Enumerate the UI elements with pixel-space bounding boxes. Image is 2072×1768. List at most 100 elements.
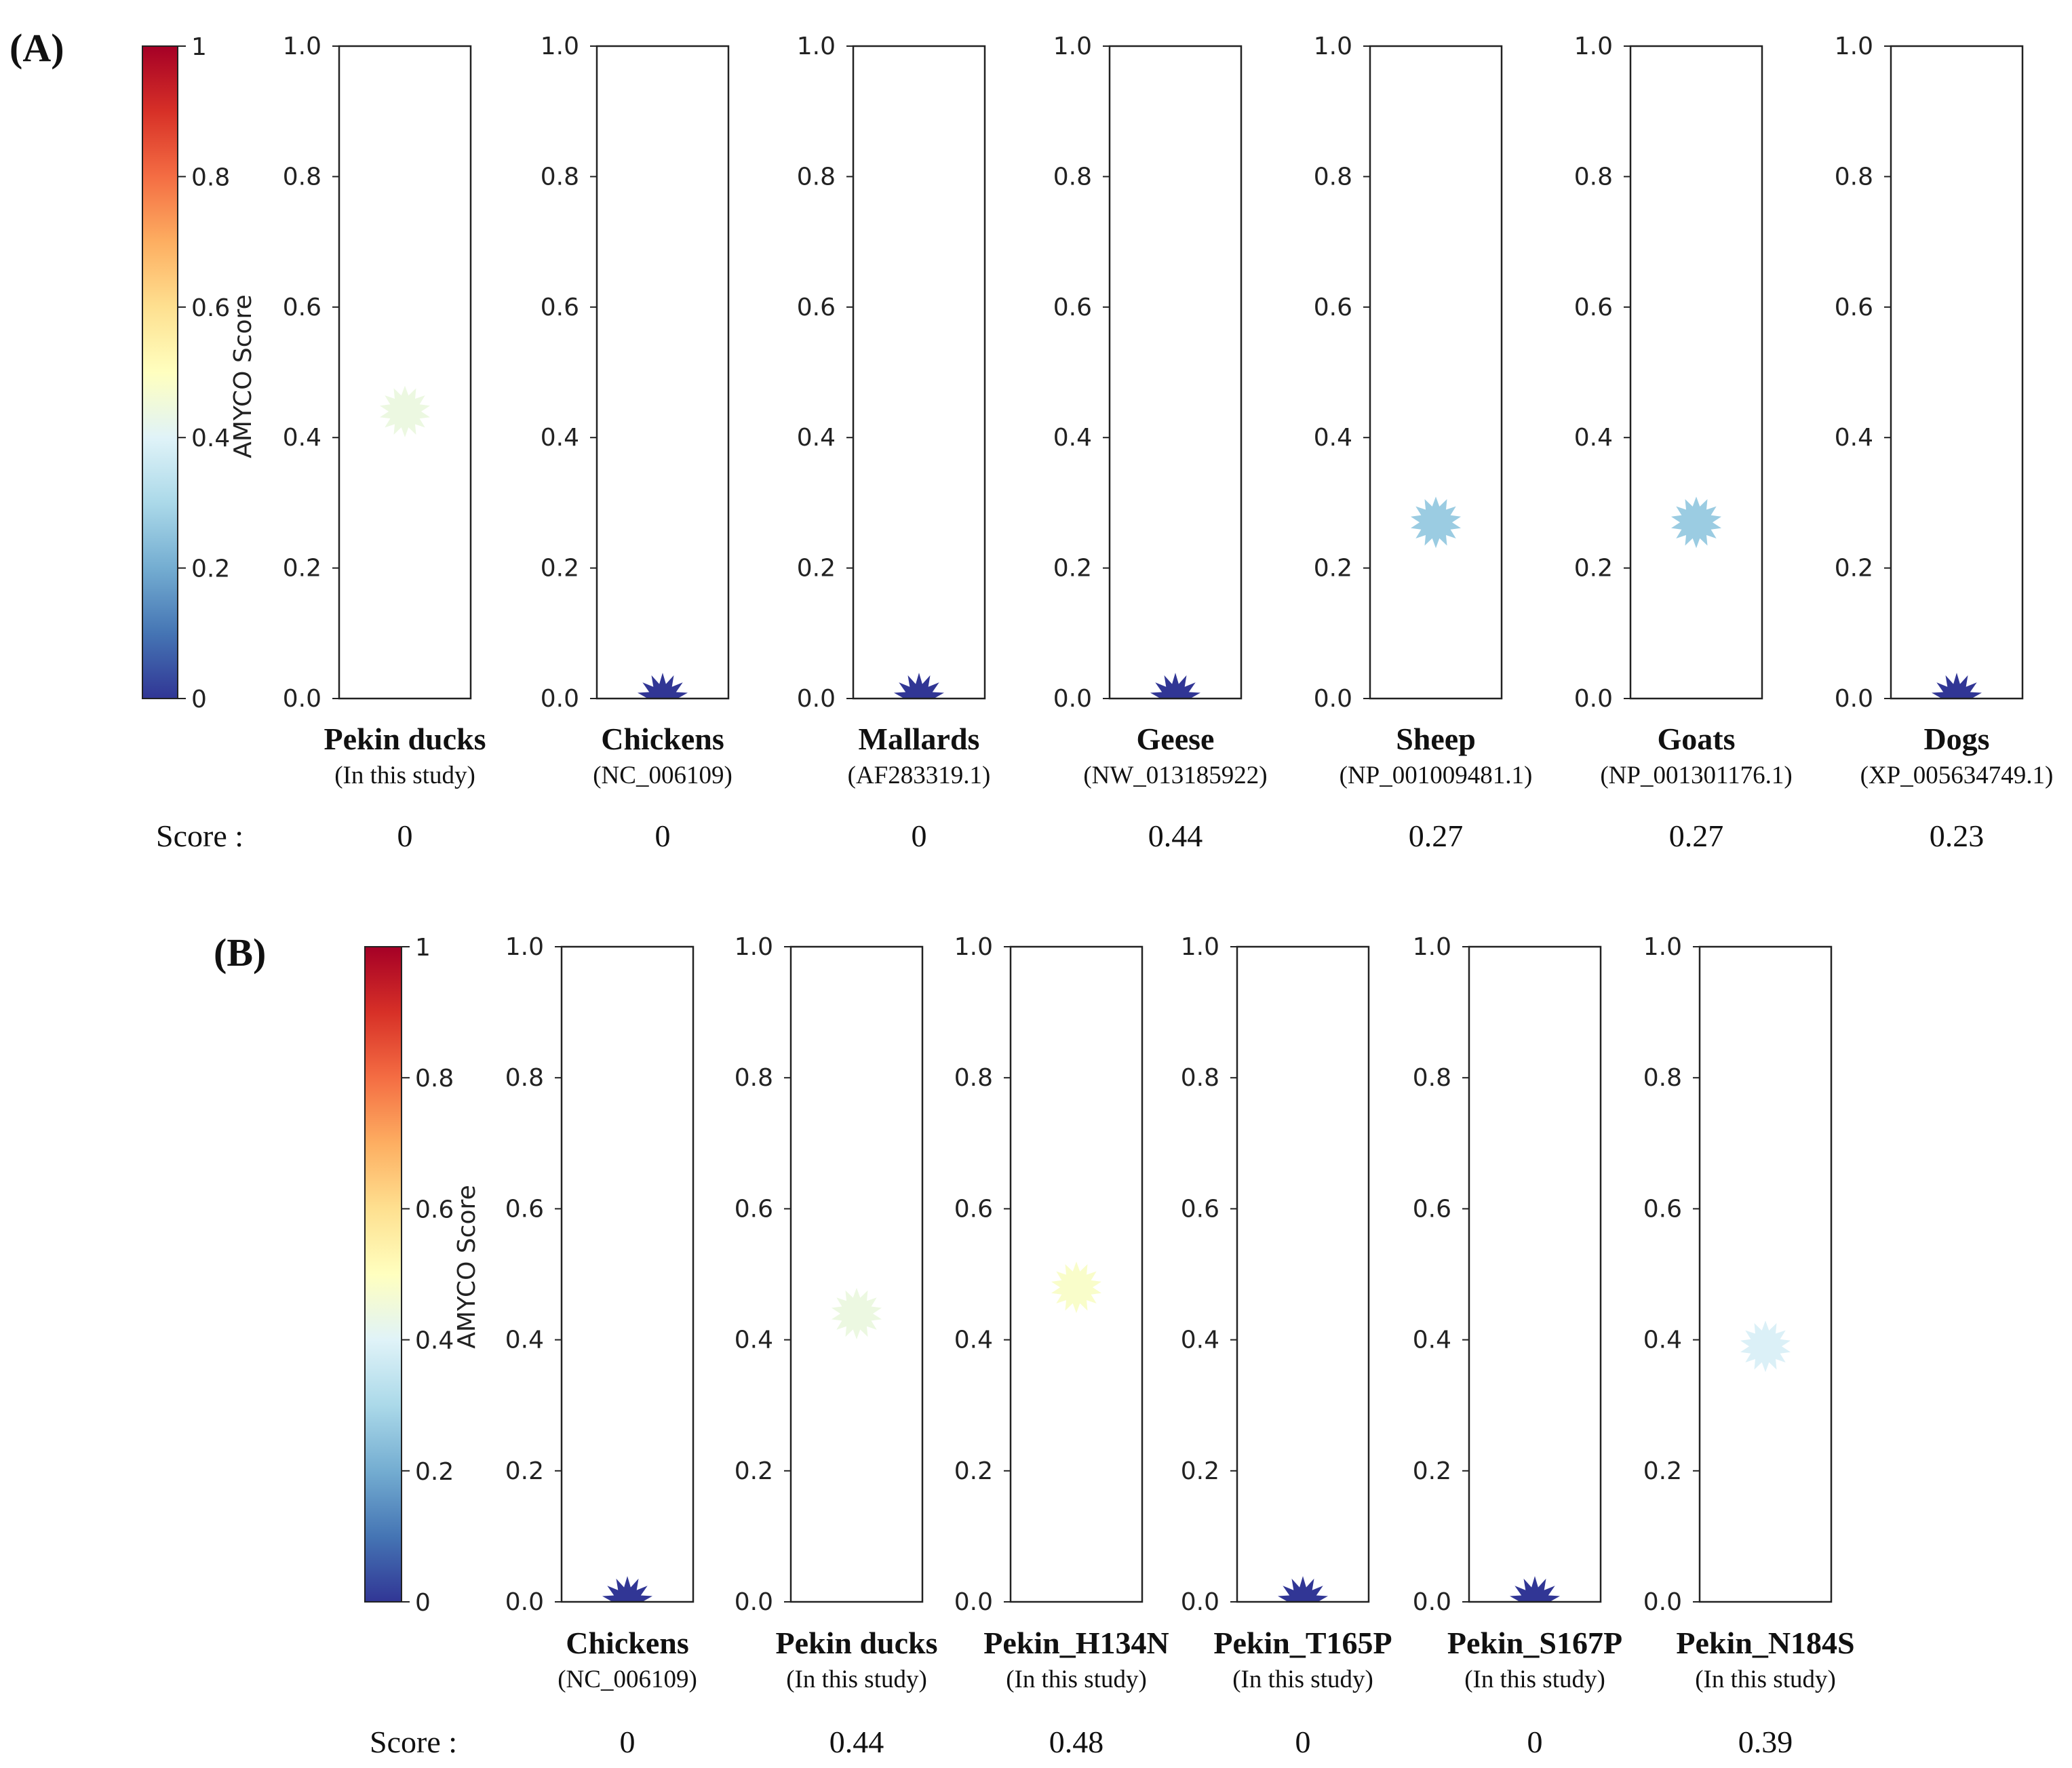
colorbar-tick-label: 0.6 — [191, 294, 230, 322]
y-tick-label: 0.2 — [1413, 1457, 1451, 1485]
y-tick-label: 0.8 — [1181, 1064, 1219, 1092]
species-name: Dogs — [1923, 722, 1989, 756]
accession-label: (In this study) — [1006, 1666, 1147, 1693]
colorbar-tick-label: 0.2 — [415, 1458, 454, 1486]
y-tick-label: 0.2 — [797, 555, 836, 583]
colorbar — [142, 45, 178, 699]
y-tick-label: 1.0 — [954, 933, 993, 961]
colorbar-tick-label: 0 — [191, 686, 207, 713]
y-tick-label: 0.2 — [541, 555, 579, 583]
accession-label: (XP_005634749.1) — [1860, 762, 2054, 789]
species-name: Sheep — [1396, 722, 1476, 756]
y-tick-label: 0.6 — [505, 1195, 544, 1223]
score-value: 0 — [620, 1725, 636, 1759]
y-tick-label: 0.4 — [954, 1327, 993, 1354]
score-value: 0.48 — [1049, 1725, 1104, 1759]
y-tick-label: 0.4 — [1314, 424, 1352, 452]
y-tick-label: 0.2 — [735, 1457, 773, 1485]
y-tick-label: 0.4 — [1181, 1327, 1219, 1354]
colorbar-tick-label: 1 — [191, 33, 207, 61]
y-tick-label: 0.4 — [1835, 424, 1873, 452]
subplot-pekin-ducks: 0.0 0.2 0.4 0.6 0.8 1.0 Pekin ducks (In this st… — [283, 33, 486, 853]
species-name: Pekin_T165P — [1213, 1626, 1392, 1660]
score-marker — [832, 1288, 882, 1339]
axes-frame — [1369, 45, 1503, 700]
accession-label: (In this study) — [786, 1666, 927, 1693]
y-tick-label: 0.0 — [1314, 685, 1352, 713]
y-tick-label: 0.2 — [1574, 555, 1613, 583]
subplot-pekin-t165p: 0.0 0.2 0.4 0.6 0.8 1.0 Pekin_T165P (In this st… — [1181, 933, 1392, 1759]
y-tick-label: 0.2 — [283, 555, 321, 583]
y-tick-label: 1.0 — [1413, 933, 1451, 961]
y-tick-label: 1.0 — [1314, 33, 1352, 60]
axes-frame — [1009, 945, 1143, 1603]
score-value: 0 — [1527, 1725, 1543, 1759]
y-tick-label: 0.0 — [1413, 1588, 1451, 1616]
y-tick-label: 1.0 — [541, 33, 579, 60]
score-value: 0.44 — [1148, 819, 1203, 853]
score-value: 0 — [912, 819, 927, 853]
score-label: Score : — [370, 1725, 457, 1759]
species-name: Pekin ducks — [775, 1626, 937, 1660]
axes-frame — [1629, 45, 1763, 700]
subplot-geese: 0.0 0.2 0.4 0.6 0.8 1.0 Geese (NW_013185922) 0.4… — [1053, 33, 1268, 853]
y-tick-label: 0.8 — [1413, 1064, 1451, 1092]
colorbar-title: AMYCO Score — [229, 294, 257, 458]
species-name: Pekin ducks — [324, 722, 486, 756]
y-tick-label: 0.0 — [797, 685, 836, 713]
y-tick-label: 1.0 — [1643, 933, 1682, 961]
y-tick-label: 0.6 — [1643, 1195, 1682, 1223]
score-label: Score : — [156, 819, 243, 853]
y-tick-label: 0.0 — [954, 1588, 993, 1616]
y-tick-label: 0.0 — [505, 1588, 544, 1616]
y-tick-label: 0.8 — [1053, 163, 1092, 191]
score-marker — [1510, 1576, 1560, 1602]
subplot-chickens: 0.0 0.2 0.4 0.6 0.8 1.0 Chickens (NC_006109) 0 — [505, 933, 697, 1759]
y-tick-label: 0.0 — [735, 1588, 773, 1616]
y-tick-label: 0.8 — [541, 163, 579, 191]
y-tick-label: 0.8 — [1574, 163, 1613, 191]
accession-label: (In this study) — [334, 762, 475, 789]
colorbar-title: AMYCO Score — [453, 1185, 481, 1348]
subplot-pekin-h134n: 0.0 0.2 0.4 0.6 0.8 1.0 Pekin_H134N (In this st… — [954, 933, 1169, 1759]
score-value: 0 — [655, 819, 671, 853]
y-tick-label: 0.6 — [541, 294, 579, 321]
subplot-mallards: 0.0 0.2 0.4 0.6 0.8 1.0 Mallards (AF283319.1) 0 — [797, 33, 991, 853]
axes-frame — [852, 45, 986, 700]
y-tick-label: 0.2 — [1053, 555, 1092, 583]
axes-frame — [1108, 45, 1243, 700]
y-tick-label: 0.4 — [1643, 1327, 1682, 1354]
score-marker — [1411, 496, 1461, 549]
species-name: Pekin_S167P — [1447, 1626, 1622, 1660]
y-tick-label: 0.6 — [1413, 1195, 1451, 1223]
y-tick-label: 0.4 — [283, 424, 321, 452]
y-tick-label: 0.2 — [954, 1457, 993, 1485]
accession-label: (In this study) — [1464, 1666, 1605, 1693]
y-tick-label: 0.8 — [283, 163, 321, 191]
species-name: Geese — [1137, 722, 1215, 756]
y-tick-label: 0.4 — [1413, 1327, 1451, 1354]
y-tick-label: 1.0 — [797, 33, 836, 60]
subplot-pekin-ducks: 0.0 0.2 0.4 0.6 0.8 1.0 Pekin ducks (In this st… — [735, 933, 938, 1759]
accession-label: (NW_013185922) — [1083, 762, 1267, 789]
subplot-pekin-n184s: 0.0 0.2 0.4 0.6 0.8 1.0 Pekin_N184S (In this st… — [1643, 933, 1855, 1759]
colorbar-tick-label: 0.8 — [191, 163, 230, 191]
axes-frame — [338, 45, 472, 700]
species-name: Chickens — [566, 1626, 688, 1660]
score-marker — [1278, 1576, 1328, 1602]
species-name: Mallards — [859, 722, 980, 756]
y-tick-label: 0.8 — [954, 1064, 993, 1092]
accession-label: (NP_001301176.1) — [1600, 762, 1792, 789]
score-value: 0.44 — [829, 1725, 884, 1759]
y-tick-label: 0.6 — [1835, 294, 1873, 321]
y-tick-label: 1.0 — [1053, 33, 1092, 60]
y-tick-label: 1.0 — [505, 933, 544, 961]
y-tick-label: 0.2 — [1835, 555, 1873, 583]
y-tick-label: 0.4 — [797, 424, 836, 452]
axes-frame — [1698, 945, 1833, 1603]
subplot-goats: 0.0 0.2 0.4 0.6 0.8 1.0 Goats (NP_001301176.1) 0… — [1574, 33, 1793, 853]
y-tick-label: 1.0 — [735, 933, 773, 961]
score-marker — [894, 673, 944, 699]
